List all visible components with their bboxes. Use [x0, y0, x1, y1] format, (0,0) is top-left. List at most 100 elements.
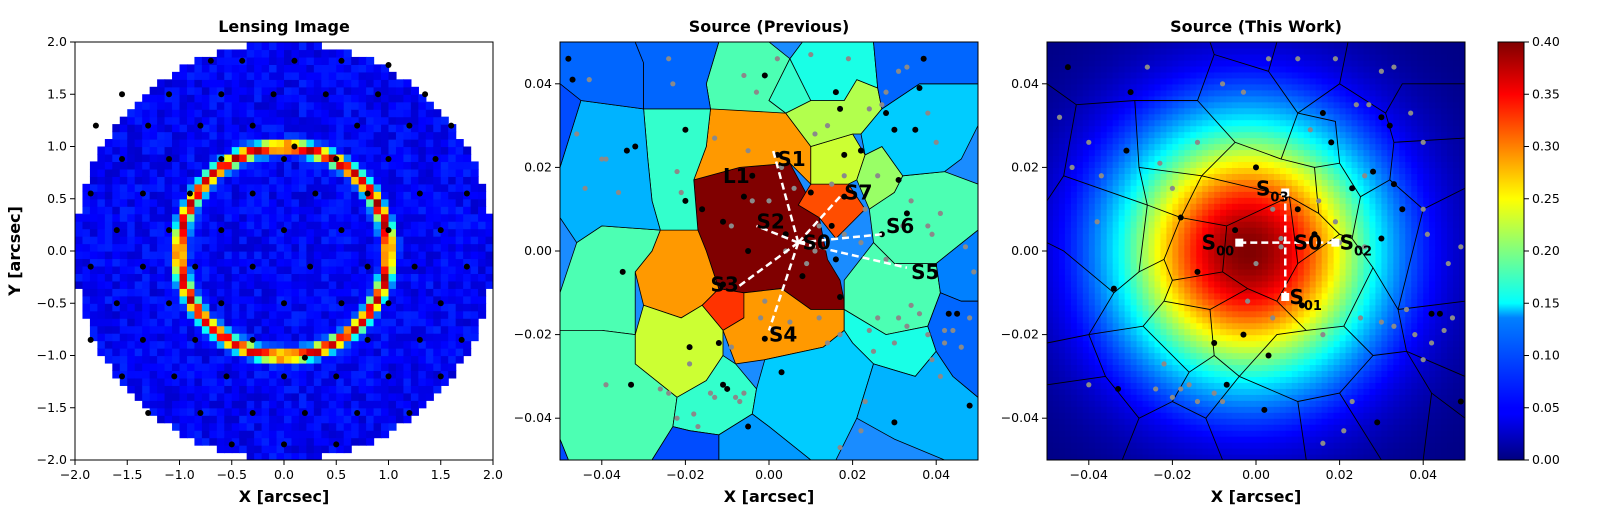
field-pixel [1196, 167, 1203, 174]
field-pixel [1202, 310, 1209, 318]
image-pixel [224, 56, 233, 65]
field-pixel [1184, 400, 1191, 407]
image-pixel [366, 265, 375, 274]
image-pixel [366, 109, 375, 118]
image-pixel [209, 325, 218, 334]
image-pixel [164, 385, 173, 394]
field-pixel [1232, 382, 1239, 389]
field-pixel [1088, 113, 1096, 121]
source-point-black [740, 193, 747, 200]
image-pixel [328, 213, 337, 222]
image-pixel [284, 86, 293, 95]
field-pixel [1178, 173, 1185, 180]
image-pixel [373, 168, 382, 177]
image-pixel [216, 340, 225, 349]
image-pixel [328, 273, 337, 282]
image-pixel [194, 362, 203, 372]
image-pixel [164, 176, 173, 185]
image-pixel [276, 437, 285, 446]
field-pixel [1094, 221, 1102, 228]
image-pixel [224, 86, 233, 95]
field-pixel [1130, 125, 1138, 133]
field-pixel [1088, 59, 1096, 67]
x-tick-label: 1.0 [379, 467, 399, 482]
field-pixel [1106, 376, 1114, 383]
field-pixel [1124, 454, 1132, 460]
field-pixel [1178, 448, 1185, 455]
image-pixel [343, 355, 352, 364]
field-pixel [1220, 322, 1227, 330]
image-pixel [134, 251, 143, 260]
image-pixel [97, 310, 106, 319]
field-pixel [1076, 221, 1084, 228]
field-pixel [1112, 191, 1120, 198]
field-pixel [1178, 65, 1185, 73]
image-pixel [231, 422, 240, 431]
image-pixel [172, 400, 181, 409]
field-pixel [1106, 131, 1114, 139]
image-pixel [313, 437, 322, 446]
image-pixel [366, 191, 375, 200]
field-pixel [1154, 149, 1162, 157]
field-pixel [1070, 209, 1078, 216]
field-pixel [1064, 59, 1072, 67]
image-pixel [89, 183, 98, 192]
image-pixel [216, 86, 225, 95]
image-pixel [142, 392, 151, 401]
image-pixel [149, 243, 158, 252]
lensing-pixel-grid [75, 42, 493, 460]
source-label: S7 [844, 180, 872, 204]
image-pixel [224, 101, 233, 110]
field-pixel [1047, 89, 1054, 97]
image-pixel [194, 198, 203, 207]
field-pixel [1142, 406, 1150, 413]
field-pixel [1166, 47, 1173, 55]
image-pixel [179, 94, 188, 103]
image-pixel [201, 153, 210, 163]
image-pixel [336, 251, 345, 260]
image-pixel [82, 265, 91, 274]
image-pixel [298, 228, 307, 237]
field-pixel [1130, 71, 1138, 79]
image-pixel [313, 310, 322, 319]
field-pixel [1082, 107, 1090, 115]
image-pixel [381, 303, 390, 312]
field-pixel [1076, 131, 1084, 139]
image-pixel [276, 94, 285, 103]
field-pixel [1190, 274, 1197, 282]
field-pixel [1094, 137, 1102, 145]
field-pixel [1172, 388, 1179, 395]
field-pixel [1058, 137, 1066, 145]
image-pixel [119, 258, 128, 267]
field-pixel [1142, 274, 1150, 282]
image-pixel [313, 318, 322, 327]
field-pixel [1118, 364, 1126, 372]
image-pixel [224, 79, 233, 88]
image-pixel [149, 161, 158, 170]
image-pixel [418, 131, 427, 140]
field-pixel [1094, 233, 1102, 240]
image-pixel [306, 362, 315, 372]
field-pixel [1166, 233, 1173, 240]
image-pixel [343, 153, 352, 163]
image-pixel [395, 348, 405, 357]
source-point-gray [824, 340, 831, 346]
y-tick-label: 0.0 [47, 243, 67, 258]
image-pixel [336, 377, 345, 386]
image-pixel [127, 176, 136, 185]
field-pixel [1076, 316, 1084, 324]
image-pixel [366, 221, 375, 230]
image-pixel [134, 370, 143, 379]
image-pixel [231, 79, 240, 88]
field-pixel [1070, 406, 1078, 413]
image-pixel [313, 377, 322, 386]
image-pixel [276, 251, 285, 260]
image-pixel [388, 362, 397, 372]
field-pixel [1184, 251, 1191, 258]
field-pixel [1220, 95, 1227, 103]
pixel-points-layer [87, 57, 470, 448]
image-pixel [209, 407, 218, 416]
field-pixel [1148, 454, 1156, 460]
image-pixel [224, 407, 233, 416]
image-pixel [306, 168, 315, 177]
